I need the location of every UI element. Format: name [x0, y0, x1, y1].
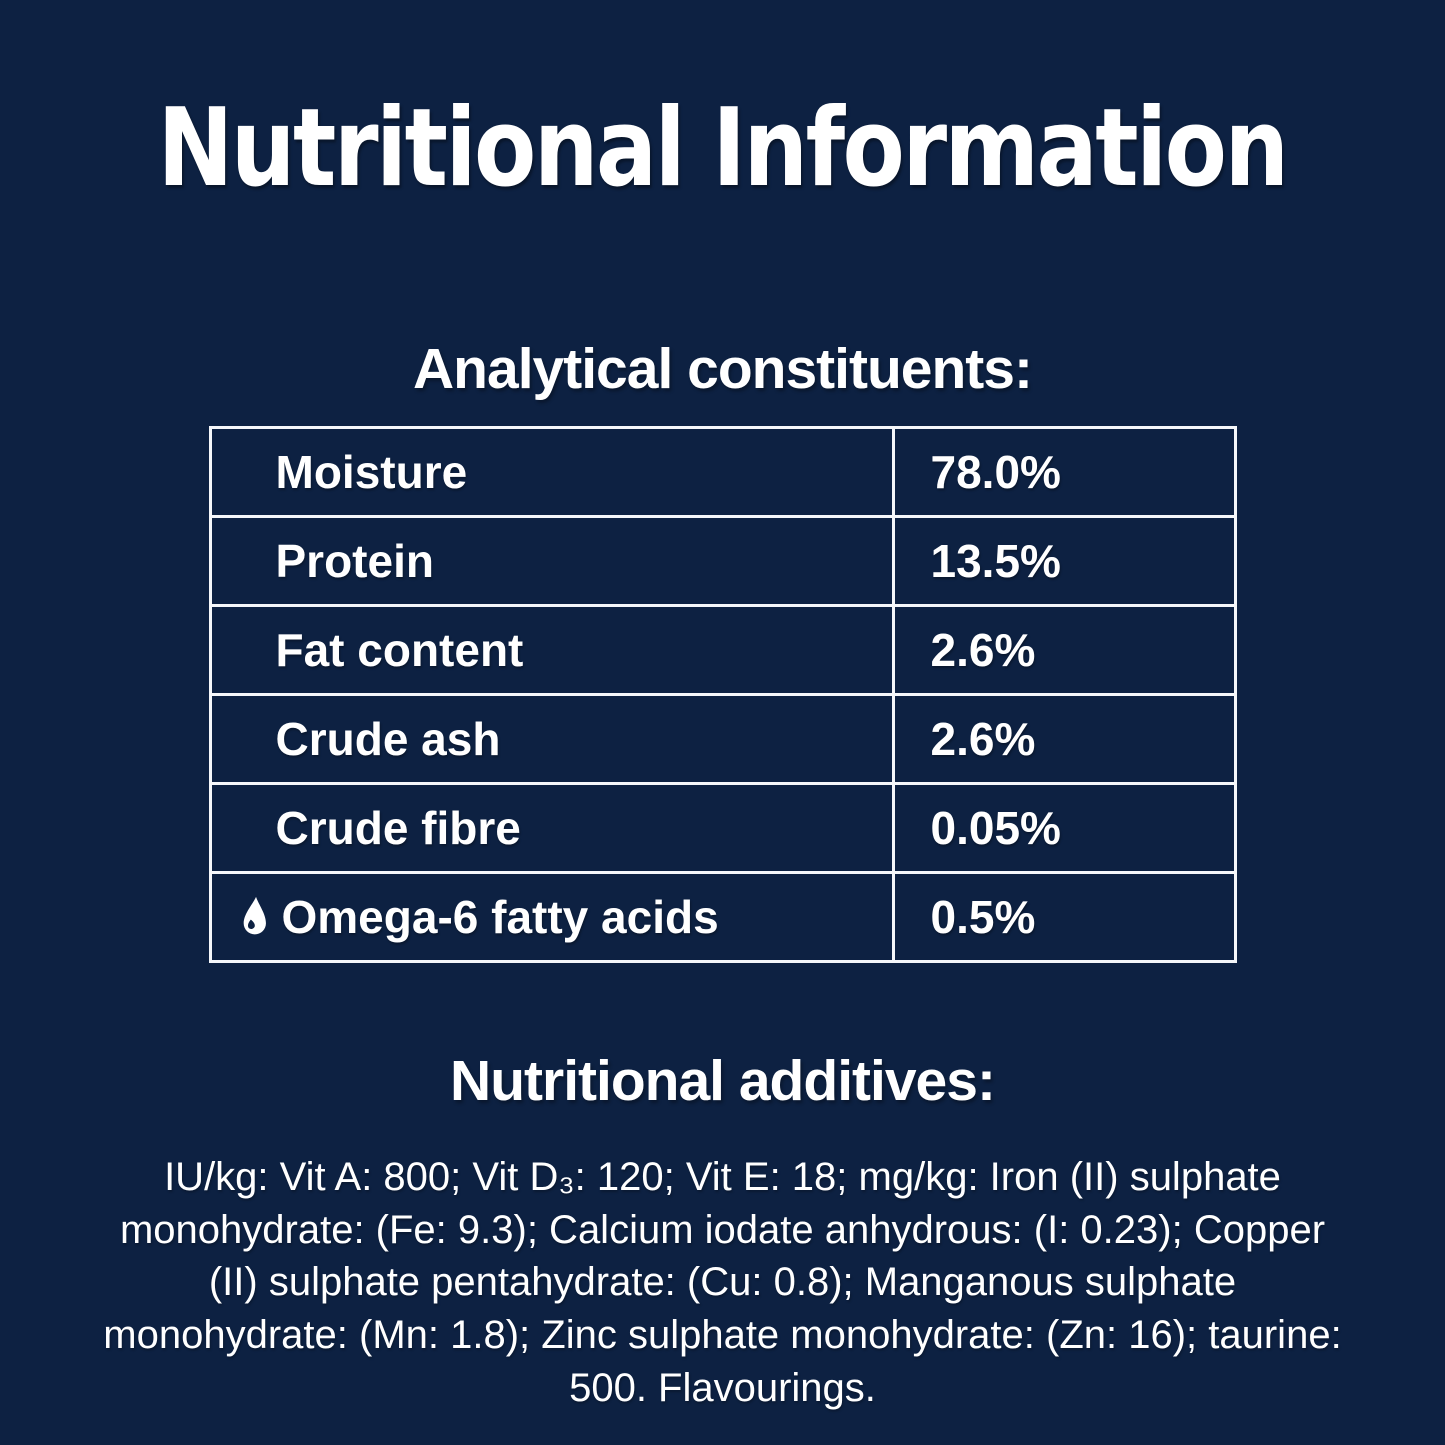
page-title: Nutritional Information	[0, 0, 1445, 209]
nutritional-additives-text: IU/kg: Vit A: 800; Vit D₃: 120; Vit E: 1…	[103, 1154, 1342, 1411]
row-value: 13.5%	[891, 515, 1237, 608]
table-row: Moisture 78.0%	[208, 426, 1237, 519]
nutritional-additives-heading: Nutritional additives:	[450, 1049, 996, 1114]
page-title-text: Nutritional Information	[157, 86, 1290, 211]
row-label: Crude ash	[208, 693, 895, 786]
row-value: 2.6%	[891, 693, 1237, 786]
row-label: Omega-6 fatty acids	[208, 871, 895, 964]
table-row: Fat content 2.6%	[208, 604, 1237, 697]
table-row: Crude ash 2.6%	[208, 693, 1237, 786]
row-label-text: Omega-6 fatty acids	[281, 891, 719, 944]
table-row: Omega-6 fatty acids 0.5%	[208, 871, 1237, 964]
row-value: 78.0%	[891, 426, 1237, 519]
row-value: 0.05%	[891, 782, 1237, 875]
row-label: Moisture	[208, 426, 895, 519]
row-label: Fat content	[208, 604, 895, 697]
row-label: Protein	[208, 515, 895, 608]
table-row: Crude fibre 0.05%	[208, 782, 1237, 875]
table-row: Protein 13.5%	[208, 515, 1237, 608]
row-value: 2.6%	[891, 604, 1237, 697]
droplet-icon	[243, 897, 266, 935]
row-label: Crude fibre	[208, 782, 895, 875]
row-value: 0.5%	[891, 871, 1237, 964]
analytical-constituents-heading: Analytical constituents:	[413, 336, 1033, 401]
analytical-constituents-table: Moisture 78.0% Protein 13.5% Fat content…	[208, 426, 1237, 964]
